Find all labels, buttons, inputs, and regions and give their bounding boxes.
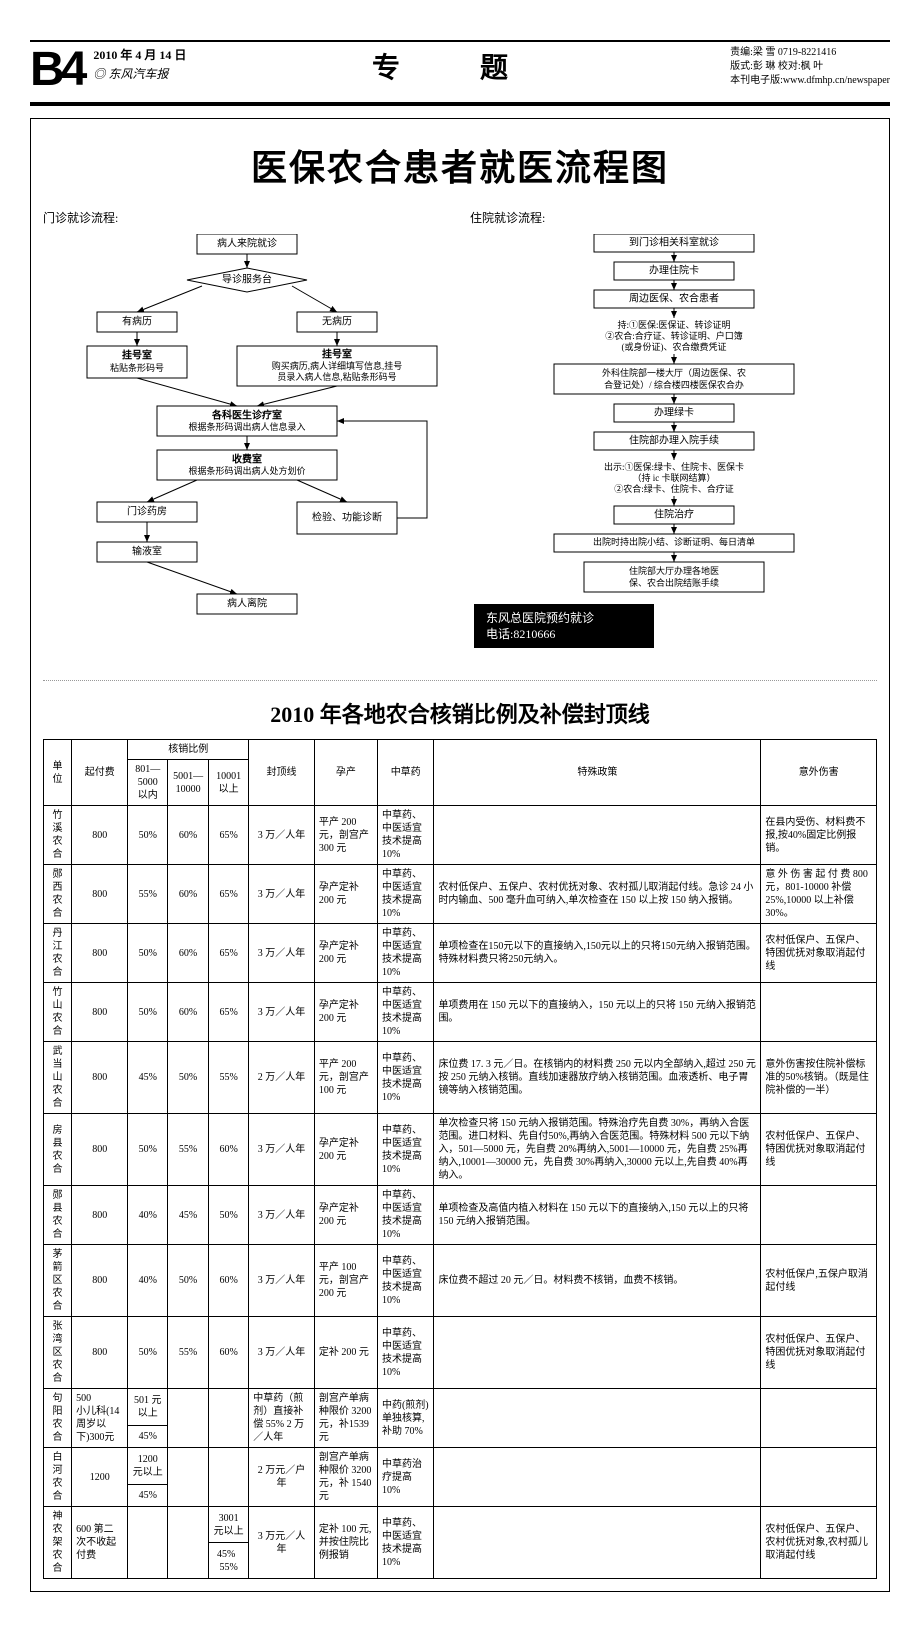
svg-text:周边医保、农合患者: 周边医保、农合患者: [629, 291, 719, 304]
svg-text:根据条形码调出病人处方划价: 根据条形码调出病人处方划价: [188, 465, 305, 476]
th-tier2: 5001—10000: [168, 760, 209, 806]
svg-text:②农合:绿卡、住院卡、合疗证: ②农合:绿卡、住院卡、合疗证: [614, 483, 734, 494]
flow-outpatient: 门诊就诊流程: 病人来院就诊 导诊服务台 有病历: [43, 209, 450, 664]
svg-text:②农合:合疗证、转诊证明、户口簿: ②农合:合疗证、转诊证明、户口簿: [605, 330, 743, 341]
table-head: 单位 起付费 核销比例 封顶线 孕产 中草药 特殊政策 意外伤害 801—500…: [44, 740, 877, 806]
svg-text:住院部办理入院手续: 住院部办理入院手续: [629, 433, 719, 446]
table-row: 丹江农合80050%60%65%3 万／人年孕产定补 200 元中草药、中医适宜…: [44, 924, 877, 983]
svg-text:病人离院: 病人离院: [227, 596, 267, 609]
svg-text:员录入病人信息,粘贴条形码号: 员录入病人信息,粘贴条形码号: [277, 371, 396, 382]
svg-text:住院部大厅办理各地医: 住院部大厅办理各地医: [628, 565, 718, 576]
svg-text:电话:8210666: 电话:8210666: [486, 627, 555, 641]
th-cap: 封顶线: [249, 740, 315, 806]
table-row: 竹山农合80050%60%65%3 万／人年孕产定补 200 元中草药、中医适宜…: [44, 983, 877, 1042]
flow-a-label: 门诊就诊流程:: [43, 209, 450, 226]
svg-text:输液室: 输液室: [132, 544, 162, 557]
masthead: B4 2010 年 4 月 14 日 ◎ 东风汽车报 专题 责编:梁 雪 071…: [30, 40, 890, 94]
th-accident: 意外伤害: [761, 740, 877, 806]
th-special: 特殊政策: [434, 740, 761, 806]
page-number: B4: [30, 46, 83, 94]
flow-b-svg: 到门诊相关科室就诊 办理住院卡 周边医保、农合患者 持:①医保:医保证、转诊证明…: [474, 234, 874, 664]
table-title: 2010 年各地农合核销比例及补偿封顶线: [43, 697, 877, 729]
table-row: 白河农合1200 1200 元以上 2 万元／户年 剖宫产单病种限价 3200 …: [44, 1448, 877, 1485]
table-body: 竹溪农合80050%60%65%3 万／人年平产 200 元，剖宫产 300 元…: [44, 806, 877, 1579]
table-row: 茅箭区农合80040%50%60%3 万／人年平产 100 元，剖宫产 200 …: [44, 1245, 877, 1317]
table-row: 句阳农合 500小儿科(14周岁以下)300元 501 元以上 中草药（煎剂）直…: [44, 1389, 877, 1426]
svg-text:持:①医保:医保证、转诊证明: 持:①医保:医保证、转诊证明: [617, 319, 730, 330]
section-title: 专题: [332, 46, 588, 86]
svg-text:根据条形码调出病人信息录入: 根据条形码调出病人信息录入: [188, 421, 305, 432]
table-row: 竹溪农合80050%60%65%3 万／人年平产 200 元，剖宫产 300 元…: [44, 806, 877, 865]
svg-text:合登记处）/ 综合楼四楼医保农合办: 合登记处）/ 综合楼四楼医保农合办: [604, 379, 744, 390]
th-start: 起付费: [72, 740, 128, 806]
table-row: 房县农合80050%55%60%3 万／人年孕产定补 200 元中草药、中医适宜…: [44, 1114, 877, 1186]
svg-text:粘贴条形码号: 粘贴条形码号: [109, 362, 163, 373]
svg-text:（持 ic 卡联网结算）: （持 ic 卡联网结算）: [632, 472, 715, 483]
flowcharts: 门诊就诊流程: 病人来院就诊 导诊服务台 有病历: [43, 209, 877, 664]
credit-eversion: 本刊电子版:www.dfmhp.cn/newspaper: [730, 74, 890, 88]
flow-inpatient: 住院就诊流程: 到门诊相关科室就诊 办理住院卡 周边医保、农合患者 持:①医保:…: [470, 209, 877, 664]
main-frame: 医保农合患者就医流程图 门诊就诊流程: 病人来院就诊 导诊服务台: [30, 118, 890, 1592]
svg-text:购买病历,病人详细填写信息,挂号: 购买病历,病人详细填写信息,挂号: [271, 360, 402, 371]
svg-text:无病历: 无病历: [322, 314, 352, 327]
svg-text:(或身份证)、农合缴费凭证: (或身份证)、农合缴费凭证: [621, 341, 726, 352]
reimbursement-table: 单位 起付费 核销比例 封顶线 孕产 中草药 特殊政策 意外伤害 801—500…: [43, 739, 877, 1579]
flow-b-label: 住院就诊流程:: [470, 209, 877, 226]
svg-text:各科医生诊疗室: 各科医生诊疗室: [211, 408, 282, 421]
credit-layout: 版式:彭 琳 校对:枫 叶: [730, 60, 890, 74]
svg-text:保、农合出院结账手续: 保、农合出院结账手续: [628, 577, 718, 588]
masthead-meta: 2010 年 4 月 14 日 ◎ 东风汽车报: [93, 46, 186, 82]
divider: [43, 680, 877, 681]
table-row: 郧西农合80055%60%65%3 万／人年孕产定补 200 元中草药、中医适宜…: [44, 865, 877, 924]
th-unit: 单位: [44, 740, 72, 806]
svg-text:办理住院卡: 办理住院卡: [649, 263, 699, 276]
svg-text:住院治疗: 住院治疗: [654, 507, 694, 520]
credits: 责编:梁 雪 0719-8221416 版式:彭 琳 校对:枫 叶 本刊电子版:…: [730, 46, 890, 88]
table-row: 武当山农合80045%50%55%2 万／人年平产 200 元，剖宫产 100 …: [44, 1042, 877, 1114]
article-title: 医保农合患者就医流程图: [43, 139, 877, 191]
publication-name: ◎ 东风汽车报: [93, 65, 186, 82]
svg-text:导诊服务台: 导诊服务台: [222, 272, 272, 285]
svg-text:收费室: 收费室: [232, 452, 262, 465]
svg-text:病人来院就诊: 病人来院就诊: [217, 236, 277, 249]
credit-editor: 责编:梁 雪 0719-8221416: [730, 46, 890, 60]
svg-text:东风总医院预约就诊: 东风总医院预约就诊: [486, 610, 594, 625]
svg-text:出示:①医保:绿卡、住院卡、医保卡: 出示:①医保:绿卡、住院卡、医保卡: [603, 461, 743, 472]
svg-text:门诊药房: 门诊药房: [127, 504, 167, 517]
flow-a-svg: 病人来院就诊 导诊服务台 有病历 无病历 挂号室 粘贴条形码号: [47, 234, 447, 654]
th-ratio: 核销比例: [128, 740, 249, 760]
publish-date: 2010 年 4 月 14 日: [93, 46, 186, 63]
svg-text:办理绿卡: 办理绿卡: [654, 405, 694, 418]
svg-text:外科住院部一楼大厅（周边医保、农: 外科住院部一楼大厅（周边医保、农: [601, 367, 745, 378]
svg-text:挂号室: 挂号室: [122, 348, 152, 361]
masthead-rule: [30, 102, 890, 106]
table-row: 张湾区农合80050%55%60%3 万／人年定补 200 元中草药、中医适宜技…: [44, 1317, 877, 1389]
table-row: 神农架农合600 第二次不收起付费 3001 元以上 3 万元／人年 定补 10…: [44, 1507, 877, 1543]
th-tier3: 10001以上: [208, 760, 248, 806]
svg-text:到门诊相关科室就诊: 到门诊相关科室就诊: [629, 235, 719, 248]
svg-text:挂号室: 挂号室: [322, 347, 352, 360]
table-row: 郧县农合80040%45%50%3 万／人年孕产定补 200 元中草药、中医适宜…: [44, 1186, 877, 1245]
th-herb: 中草药: [377, 740, 433, 806]
th-tier1: 801—5000 以内: [128, 760, 168, 806]
svg-text:检验、功能诊断: 检验、功能诊断: [312, 510, 382, 523]
svg-text:有病历: 有病历: [122, 314, 152, 327]
svg-text:出院时持出院小结、诊断证明、每日清单: 出院时持出院小结、诊断证明、每日清单: [592, 536, 754, 547]
th-birth: 孕产: [314, 740, 377, 806]
